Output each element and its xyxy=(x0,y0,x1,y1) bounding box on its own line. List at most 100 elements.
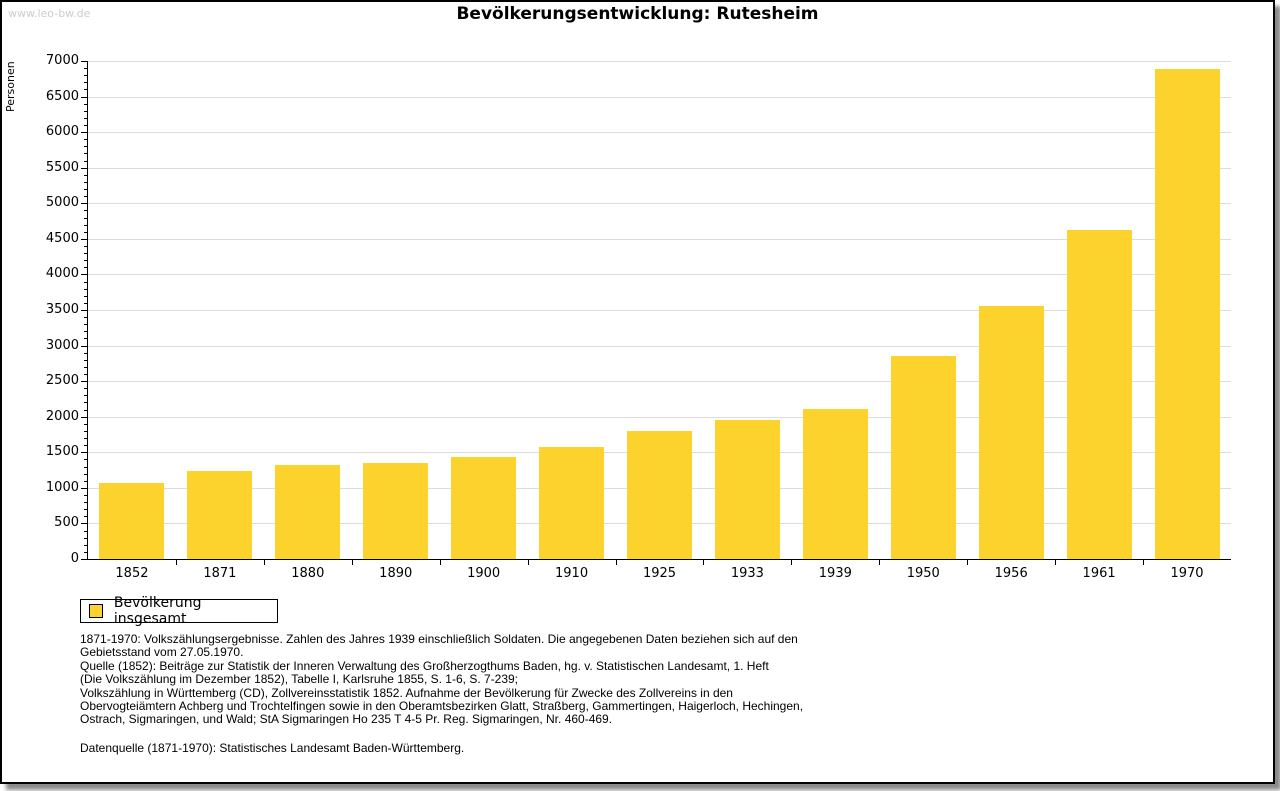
x-tick-label-1900: 1900 xyxy=(467,566,501,581)
y-tick-label: 6500 xyxy=(45,88,79,104)
y-minor-tick xyxy=(84,89,87,91)
y-minor-tick xyxy=(84,530,87,532)
y-major-tick xyxy=(81,167,87,169)
source-note-line: Quelle (1852): Beiträge zur Statistik de… xyxy=(80,658,769,673)
y-minor-tick xyxy=(84,494,87,496)
y-major-tick xyxy=(81,132,87,134)
y-minor-tick xyxy=(84,509,87,511)
y-minor-tick xyxy=(84,352,87,354)
y-minor-tick xyxy=(84,110,87,112)
y-minor-tick xyxy=(84,82,87,84)
y-minor-tick xyxy=(84,146,87,148)
y-major-tick xyxy=(81,61,87,62)
y-gridline xyxy=(88,345,1231,347)
y-gridline xyxy=(88,310,1231,311)
y-tick-label: 3000 xyxy=(45,337,79,353)
bar-1871 xyxy=(187,471,253,559)
y-minor-tick xyxy=(84,125,87,127)
y-tick-label: 500 xyxy=(54,515,79,531)
y-minor-tick xyxy=(84,181,87,183)
y-minor-tick xyxy=(84,160,87,162)
x-tick-label-1910: 1910 xyxy=(555,566,589,581)
x-tick-label-1871: 1871 xyxy=(203,566,237,581)
x-boundary-tick xyxy=(439,560,441,565)
y-gridline xyxy=(88,61,1231,62)
source-note-line: Volkszählung in Württemberg (CD), Zollve… xyxy=(80,685,733,700)
x-boundary-tick xyxy=(703,560,705,565)
x-boundary-tick xyxy=(263,560,265,565)
y-gridline xyxy=(88,238,1231,240)
y-tick-label: 5000 xyxy=(45,195,79,211)
y-minor-tick xyxy=(84,395,87,397)
y-minor-tick xyxy=(84,174,87,176)
y-minor-tick xyxy=(84,480,87,482)
source-note-line: Ostrach, Sigmaringen, und Wald; StA Sigm… xyxy=(80,712,613,727)
x-boundary-tick xyxy=(879,560,881,565)
x-tick-label-1950: 1950 xyxy=(906,566,940,581)
y-minor-tick xyxy=(84,295,87,297)
y-gridline xyxy=(88,274,1231,276)
y-tick-label: 0 xyxy=(70,551,79,566)
chart-title: Bevölkerungsentwicklung: Rutesheim xyxy=(456,4,819,24)
y-minor-tick xyxy=(84,139,87,141)
y-tick-label: 2000 xyxy=(45,408,79,424)
source-note-line: Gebietsstand vom 27.05.1970. xyxy=(80,645,244,660)
legend-swatch-icon xyxy=(89,604,103,618)
y-minor-tick xyxy=(84,388,87,390)
y-minor-tick xyxy=(84,359,87,361)
bar-1900 xyxy=(451,456,517,559)
y-major-tick xyxy=(81,452,87,454)
x-tick-label-1890: 1890 xyxy=(379,566,413,581)
legend-box: Bevölkerung insgesamt xyxy=(80,595,278,627)
x-boundary-tick xyxy=(791,560,793,565)
y-minor-tick xyxy=(84,68,87,70)
datasource-note: Datenquelle (1871-1970): Statistisches L… xyxy=(80,741,465,755)
y-minor-tick xyxy=(84,317,87,319)
source-notes: 1871-1970: Volkszählungsergebnisse. Zahl… xyxy=(80,632,804,727)
y-minor-tick xyxy=(84,430,87,432)
y-major-tick xyxy=(81,96,87,98)
y-gridline xyxy=(88,96,1231,98)
plot-area: 0 500 1000 1500 2000 2500 3000 3500 4000 4500 5000… xyxy=(46,53,1231,581)
watermark: www.leo-bw.de xyxy=(8,7,91,20)
y-tick-label: 1500 xyxy=(45,444,79,460)
y-major-tick xyxy=(81,381,87,383)
y-minor-tick xyxy=(84,459,87,461)
y-gridline xyxy=(88,203,1231,205)
y-minor-tick xyxy=(84,281,87,283)
x-boundary-tick xyxy=(351,560,353,565)
bar-1925 xyxy=(627,431,692,559)
y-major-tick xyxy=(81,274,87,276)
y-minor-tick xyxy=(84,267,87,269)
y-tick-label: 4500 xyxy=(45,230,79,246)
source-note-line: 1871-1970: Volkszählungsergebnisse. Zahl… xyxy=(80,632,798,646)
y-major-tick xyxy=(81,310,87,311)
x-tick-label-1961: 1961 xyxy=(1082,566,1116,581)
y-minor-tick xyxy=(84,551,87,553)
y-gridline xyxy=(88,416,1231,418)
y-minor-tick xyxy=(84,438,87,440)
y-gridline xyxy=(88,132,1231,134)
bar-1880 xyxy=(275,465,341,559)
y-minor-tick xyxy=(84,245,87,247)
y-minor-tick xyxy=(84,409,87,411)
legend-label: Bevölkerung insgesamt xyxy=(113,595,202,627)
y-tick-label: 6000 xyxy=(45,124,79,140)
y-minor-tick xyxy=(84,516,87,518)
x-tick-label-1852: 1852 xyxy=(115,566,149,581)
source-note-line: Obervogteiämtern Achberg und Trochtelfin… xyxy=(80,699,804,714)
y-tick-label: 7000 xyxy=(45,53,79,68)
y-minor-tick xyxy=(84,260,87,262)
y-minor-tick xyxy=(84,231,87,233)
y-minor-tick xyxy=(84,210,87,212)
y-minor-tick xyxy=(84,473,87,475)
x-boundary-tick xyxy=(527,560,529,565)
y-major-tick xyxy=(81,345,87,347)
y-minor-tick xyxy=(84,103,87,105)
y-minor-tick xyxy=(84,217,87,219)
x-tick-label-1956: 1956 xyxy=(994,566,1028,581)
y-tick-label: 5500 xyxy=(45,159,79,175)
y-major-tick xyxy=(81,416,87,418)
y-major-tick xyxy=(81,559,87,560)
